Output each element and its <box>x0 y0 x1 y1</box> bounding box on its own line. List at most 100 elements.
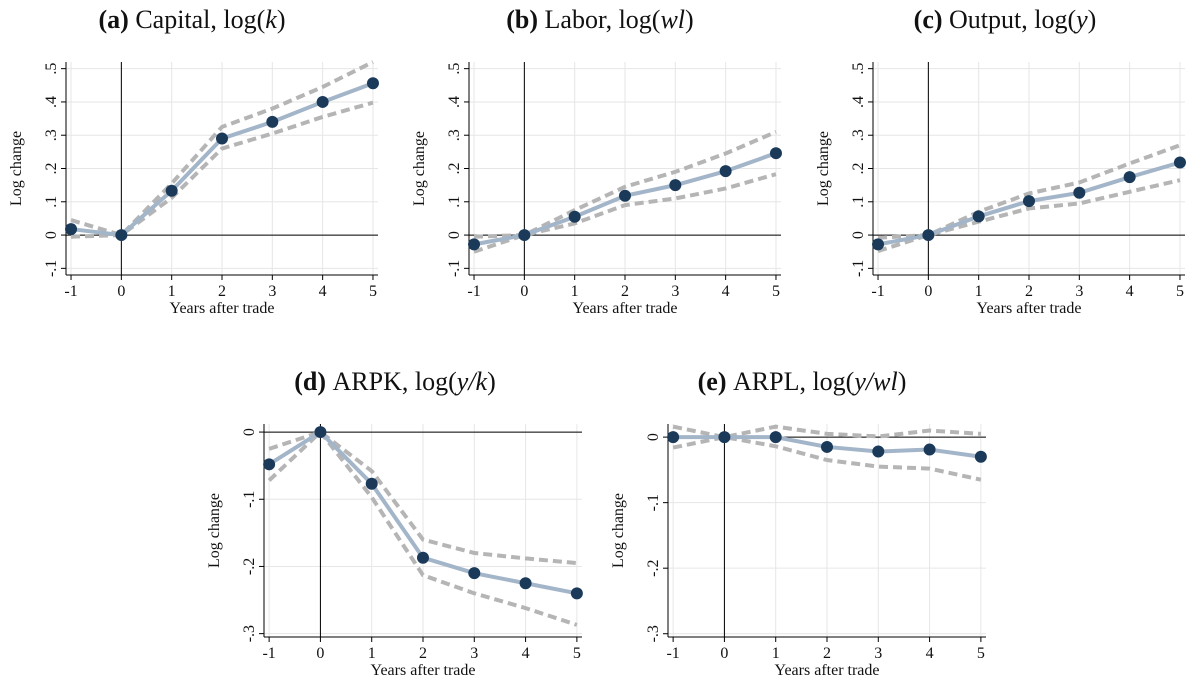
panel-title-suffix: ) <box>898 367 907 396</box>
x-tick-label: 3 <box>671 283 679 300</box>
x-axis-label: Years after trade <box>371 662 476 679</box>
y-tick-label: .2 <box>43 163 60 175</box>
x-tick-label: 2 <box>419 645 427 662</box>
estimate-point <box>417 551 429 564</box>
y-tick-label: -.1 <box>850 260 867 277</box>
x-tick-label: 0 <box>720 645 728 662</box>
panel-arpk: (d) ARPK, log(y/k) -.3 -.2 -.1 0 -1 0 1 2 3 4 5 Year… <box>206 367 583 679</box>
ci-lower-line <box>672 435 982 482</box>
x-tick-label: 3 <box>268 283 276 300</box>
y-tick-label: .5 <box>446 63 463 75</box>
panel-title-letter: (d) <box>294 367 332 396</box>
x-tick-label: 4 <box>319 283 327 300</box>
x-tick-label: 3 <box>470 645 478 662</box>
estimate-point <box>568 210 581 223</box>
y-tick-label: 0 <box>241 428 258 436</box>
estimate-point <box>719 165 732 178</box>
y-axis-label: Log change <box>8 131 25 206</box>
estimate-point <box>872 238 885 251</box>
x-tick-label: 4 <box>522 645 530 662</box>
panel-title-prefix: Capital, log( <box>135 5 265 34</box>
ci-upper-line <box>70 60 374 238</box>
panel-capital: (a) Capital, log(k) -.1 0 .1 .2 .3 .4 .5 -1 0 1 2 3 4… <box>8 5 379 317</box>
x-tick-label: 3 <box>1075 283 1083 300</box>
panel-title-prefix: Output, log( <box>949 5 1076 34</box>
panel-title-letter: (b) <box>506 5 544 34</box>
estimate-point <box>65 223 78 236</box>
y-tick-label: -.3 <box>645 625 662 642</box>
x-tick-label: -1 <box>64 283 77 300</box>
y-tick-label: .3 <box>446 129 463 141</box>
panel-labor: (b) Labor, log(wl) -.1 0 .1 .2 .3 .4 .5 -1 0 1 2 3 4 5… <box>411 5 782 317</box>
y-tick-label: -.2 <box>241 558 258 575</box>
panel-title-prefix: ARPL, log( <box>733 367 854 396</box>
estimate-point <box>718 431 731 444</box>
y-tick-label: 0 <box>645 433 662 441</box>
ci-upper-line <box>268 429 578 566</box>
x-tick-label: 2 <box>1025 283 1033 300</box>
x-tick-label: 4 <box>1126 283 1134 300</box>
estimate-point <box>667 431 680 444</box>
y-tick-label: -.1 <box>645 494 662 511</box>
estimate-point <box>1123 171 1136 184</box>
y-tick-label: 0 <box>43 231 60 239</box>
estimate-point <box>365 477 378 490</box>
panel-arpl: (e) ARPL, log(y/wl) -.3 -.2 -.1 0 -1 0 1 2 3 4 5 Yea… <box>610 367 987 679</box>
ci-lower-line <box>877 178 1181 253</box>
panel-title-variable: k <box>265 5 277 34</box>
estimate-point <box>769 431 782 444</box>
x-axis-label: Years after trade <box>170 300 275 317</box>
x-tick-label: 1 <box>368 645 376 662</box>
y-tick-label: -.2 <box>645 560 662 577</box>
estimate-point <box>669 179 682 192</box>
x-tick-label: 0 <box>520 283 528 300</box>
x-tick-label: 4 <box>722 283 730 300</box>
y-tick-label: -.1 <box>241 491 258 508</box>
y-tick-label: 0 <box>850 231 867 239</box>
estimate-point <box>619 189 631 202</box>
x-tick-label: -1 <box>467 283 480 300</box>
estimate-point <box>570 587 583 600</box>
x-tick-label: 1 <box>168 283 176 300</box>
x-tick-label: -1 <box>262 645 275 662</box>
estimate-point <box>923 443 936 456</box>
x-tick-label: 5 <box>772 283 780 300</box>
x-axis-label: Years after trade <box>977 300 1082 317</box>
panel-title-suffix: ) <box>487 367 496 396</box>
panel-title: (b) Labor, log(wl) <box>506 5 693 34</box>
x-tick-label: 2 <box>823 645 831 662</box>
panel-title-variable: y/wl <box>851 367 897 396</box>
estimate-point <box>314 426 327 439</box>
panel-title-letter: (e) <box>698 367 733 396</box>
estimate-point <box>1023 195 1035 208</box>
y-tick-label: .1 <box>446 196 463 208</box>
panel-title-prefix: ARPK, log( <box>333 367 457 396</box>
x-tick-label: 2 <box>218 283 226 300</box>
panel-title-suffix: ) <box>685 5 694 34</box>
y-axis-label: Log change <box>411 131 428 206</box>
panel-output: (c) Output, log(y) -.1 0 .1 .2 .3 .4 .5 -1 0 1 2 3 4 5… <box>815 5 1186 317</box>
x-tick-label: 2 <box>621 283 629 300</box>
y-axis-label: Log change <box>610 493 627 568</box>
y-tick-label: .2 <box>850 163 867 175</box>
y-axis-label: Log change <box>206 493 223 568</box>
estimate-point <box>266 115 279 128</box>
estimate-point <box>366 77 379 90</box>
x-axis-label: Years after trade <box>775 662 880 679</box>
y-tick-label: .5 <box>850 63 867 75</box>
panel-title-variable: y/k <box>454 367 488 396</box>
y-tick-label: -.1 <box>446 260 463 277</box>
panel-title: (a) Capital, log(k) <box>98 5 285 34</box>
x-tick-label: -1 <box>871 283 884 300</box>
x-tick-label: 4 <box>926 645 934 662</box>
estimate-point <box>468 567 481 580</box>
x-tick-label: 1 <box>571 283 579 300</box>
panel-title-prefix: Labor, log( <box>545 5 661 34</box>
x-tick-label: 3 <box>874 645 882 662</box>
x-tick-label: 0 <box>924 283 932 300</box>
x-tick-label: 5 <box>573 645 581 662</box>
y-tick-label: .5 <box>43 63 60 75</box>
y-tick-label: .2 <box>446 163 463 175</box>
y-tick-label: .3 <box>850 129 867 141</box>
x-tick-label: 0 <box>316 645 324 662</box>
